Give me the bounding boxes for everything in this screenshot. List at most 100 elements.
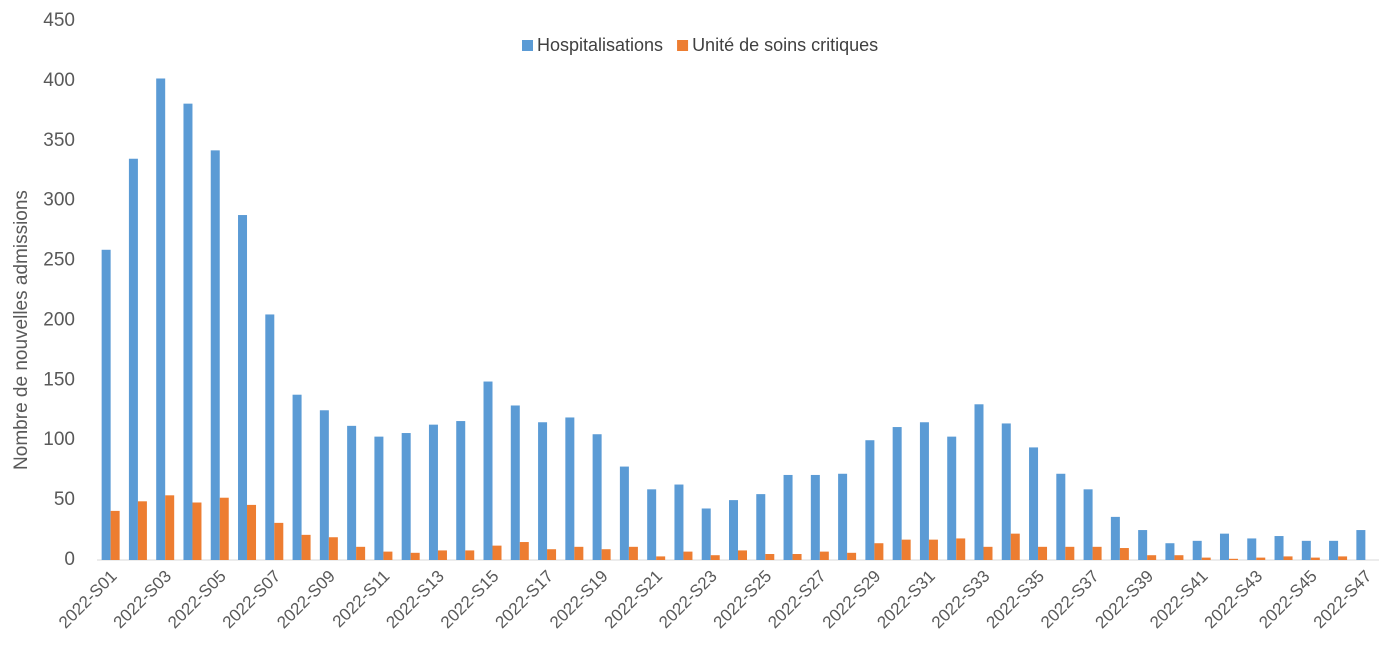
y-tick-label: 250: [43, 250, 75, 271]
bar: [456, 421, 466, 560]
bar: [1329, 540, 1339, 560]
bar: [247, 504, 257, 560]
x-tick-label: 2022-S27: [764, 567, 830, 633]
bar: [1338, 556, 1348, 560]
x-tick-label: 2022-S03: [110, 567, 176, 633]
bar: [928, 539, 938, 560]
y-tick-label: 150: [43, 369, 75, 390]
bar: [383, 551, 393, 560]
x-tick-label: 2022-S47: [1310, 567, 1376, 633]
bar: [274, 522, 284, 560]
bar: [792, 554, 802, 560]
bar: [956, 538, 966, 560]
x-tick-label: 2022-S37: [1037, 567, 1103, 633]
y-tick-label: 100: [43, 429, 75, 450]
x-tick-label: 2022-S33: [928, 567, 994, 633]
bar: [656, 556, 666, 560]
x-tick-label: 2022-S01: [55, 567, 121, 633]
bar: [1192, 540, 1202, 560]
bar: [1119, 548, 1129, 560]
legend-swatch: [677, 40, 689, 51]
bar: [110, 510, 120, 560]
bar: [1283, 556, 1293, 560]
bar: [192, 502, 202, 560]
bar: [101, 249, 111, 560]
bar: [401, 433, 411, 560]
y-axis-label: Nombre de nouvelles admissions: [11, 190, 32, 470]
y-tick-label: 350: [43, 130, 75, 151]
bar: [1356, 530, 1366, 560]
bar: [974, 404, 984, 560]
y-tick-label: 300: [43, 190, 75, 211]
y-tick-label: 50: [54, 489, 75, 510]
bar: [319, 410, 329, 560]
x-tick-label: 2022-S17: [491, 567, 557, 633]
bar: [683, 551, 693, 560]
bar: [1256, 557, 1266, 560]
x-tick-label: 2022-S05: [164, 567, 230, 633]
bar: [1056, 473, 1066, 560]
bar: [347, 425, 357, 560]
bar: [701, 508, 711, 560]
x-tick-label: 2022-S41: [1146, 567, 1212, 633]
bar: [1110, 516, 1120, 560]
x-tick-label: 2022-S35: [982, 567, 1048, 633]
bar: [765, 554, 775, 560]
bar: [1219, 533, 1229, 560]
x-tick-label: 2022-S39: [1092, 567, 1158, 633]
bar: [1138, 530, 1148, 560]
y-tick-label: 200: [43, 309, 75, 330]
bar: [238, 215, 248, 561]
x-tick-label: 2022-S25: [710, 567, 776, 633]
bar: [1147, 555, 1157, 560]
bar: [865, 440, 875, 560]
bar: [1301, 540, 1311, 560]
bar: [428, 424, 438, 560]
bar: [1029, 447, 1039, 560]
bar: [510, 405, 520, 560]
bar: [1165, 543, 1175, 560]
x-tick-label: 2022-S21: [601, 567, 667, 633]
bar: [592, 434, 602, 560]
x-tick-label: 2022-S09: [273, 567, 339, 633]
bar: [1010, 533, 1020, 560]
bar: [901, 539, 911, 560]
x-tick-label: 2022-S11: [329, 567, 394, 632]
x-tick-label: 2022-S43: [1201, 567, 1267, 633]
bar: [838, 473, 848, 560]
bar: [538, 422, 548, 560]
legend-label: Unité de soins critiques: [692, 35, 878, 55]
x-tick-label: 2022-S31: [873, 567, 939, 633]
bar: [601, 549, 611, 560]
bar: [810, 474, 820, 560]
legend-swatch: [522, 40, 533, 51]
bar: [729, 500, 738, 560]
x-tick-label: 2022-S29: [819, 567, 885, 633]
bar: [983, 546, 993, 560]
bar: [137, 501, 147, 560]
bar: [328, 537, 338, 560]
bar: [1001, 423, 1011, 560]
bar: [183, 103, 193, 560]
bar: [847, 552, 857, 560]
bar: [892, 427, 902, 560]
bar: [437, 550, 447, 560]
bar: [647, 489, 657, 560]
bar: [756, 494, 766, 560]
bar: [628, 546, 638, 560]
bar: [1092, 546, 1102, 560]
bar: [565, 417, 575, 560]
x-tick-label: 2022-S23: [655, 567, 721, 633]
bar: [483, 381, 493, 560]
x-tick-label: 2022-S45: [1255, 567, 1321, 633]
bar: [519, 542, 529, 560]
bar: [210, 150, 220, 561]
bar: [783, 474, 793, 560]
bar: [1247, 538, 1257, 560]
bar: [710, 555, 720, 560]
bar: [574, 546, 584, 560]
bar: [374, 436, 384, 560]
bar: [1083, 489, 1093, 560]
y-tick-label: 0: [64, 549, 75, 570]
bar: [265, 314, 275, 560]
